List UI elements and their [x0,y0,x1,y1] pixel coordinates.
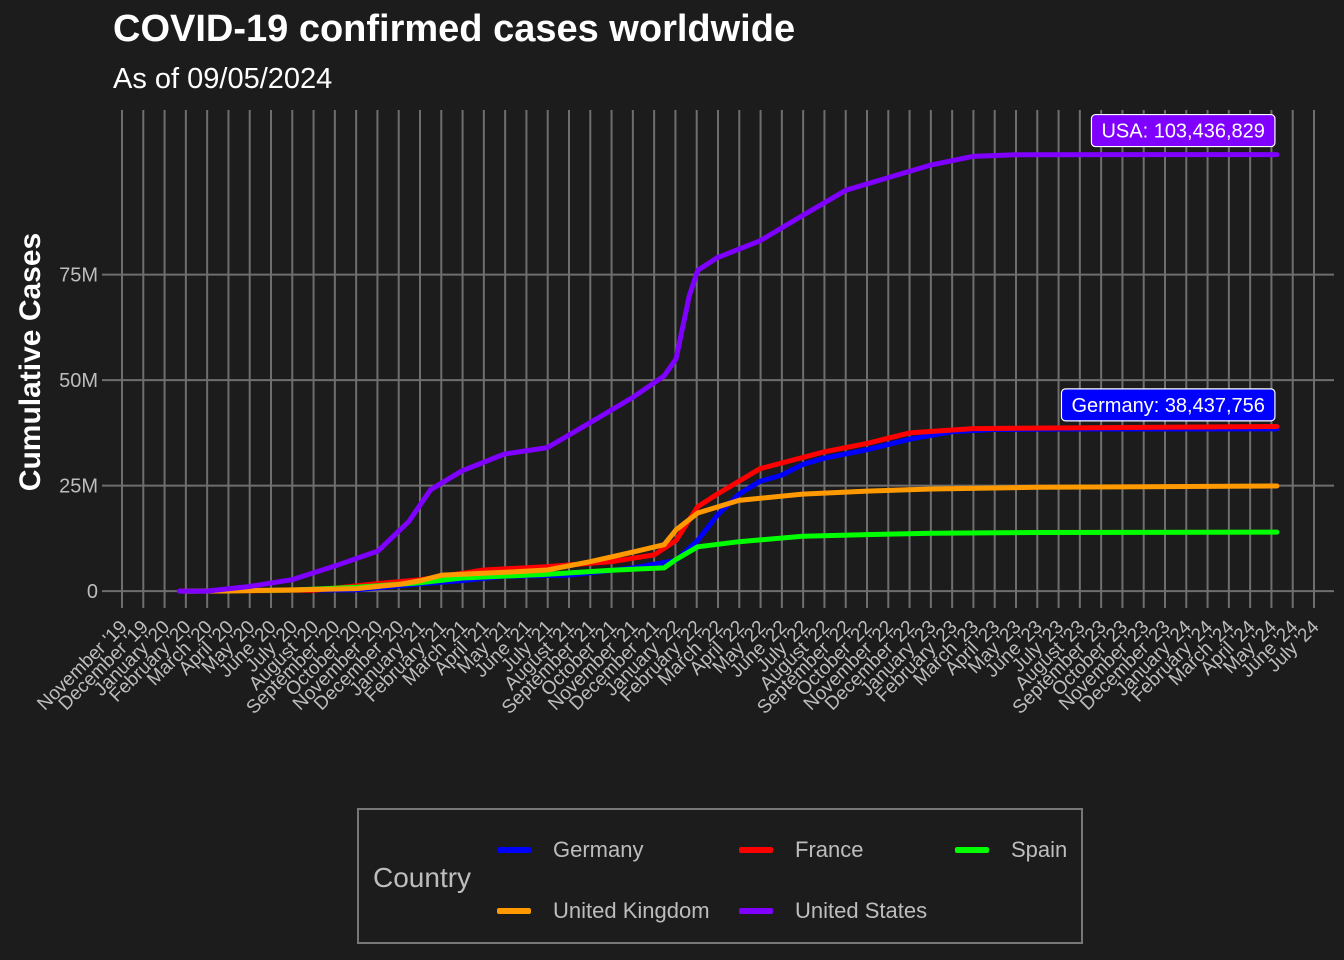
legend-key-united-kingdom [497,908,531,914]
legend-label: France [795,837,864,862]
legend-key-spain [955,847,989,853]
legend-label: Spain [1011,837,1068,862]
grid-layer [102,110,1334,608]
annotation-text: Germany: 38,437,756 [1071,395,1264,417]
annotation-label: USA: 103,436,829 [1090,113,1276,148]
annotation-text: USA: 103,436,829 [1101,121,1264,143]
legend-key-france [739,847,773,853]
legend-label: United Kingdom [553,898,710,923]
series-line-france [178,424,1280,594]
legend-item-germany: Germany [497,837,643,863]
chart-title: COVID-19 confirmed cases worldwide [113,8,796,50]
annotation-box [1090,113,1276,148]
y-tick-label: 0 [87,581,98,603]
legend-item-united-states: United States [739,898,927,924]
annotation-label: Germany: 38,437,756 [1060,388,1276,422]
legend-item-united-kingdom: United Kingdom [497,898,710,924]
series-line-united-kingdom [183,483,1280,594]
chart-subtitle: As of 09/05/2024 [113,63,333,95]
y-tick-label: 75M [59,265,98,287]
legend-label: Germany [553,837,644,862]
y-tick-label: 50M [59,370,98,392]
annotation-box [1060,388,1276,422]
legend-key-germany [497,847,531,853]
y-axis-label: Cumulative Cases [14,233,47,491]
y-tick-label: 25M [59,476,98,498]
legend-item-spain: Spain [955,837,1067,863]
legend-title: Country [373,862,472,893]
series-layer [176,152,1280,594]
series-line-germany [180,426,1280,594]
legend: Country Germany France Spain United King… [357,808,1083,944]
annotation-layer: USA: 103,436,829 Germany: 38,437,756 [1060,113,1276,422]
legend-item-france: France [739,837,863,863]
legend-label: United States [795,898,928,923]
y-axis-ticks: 0 25M 50M 75M [59,265,98,604]
series-line-united-states [176,152,1280,594]
legend-key-united-states [739,908,773,914]
